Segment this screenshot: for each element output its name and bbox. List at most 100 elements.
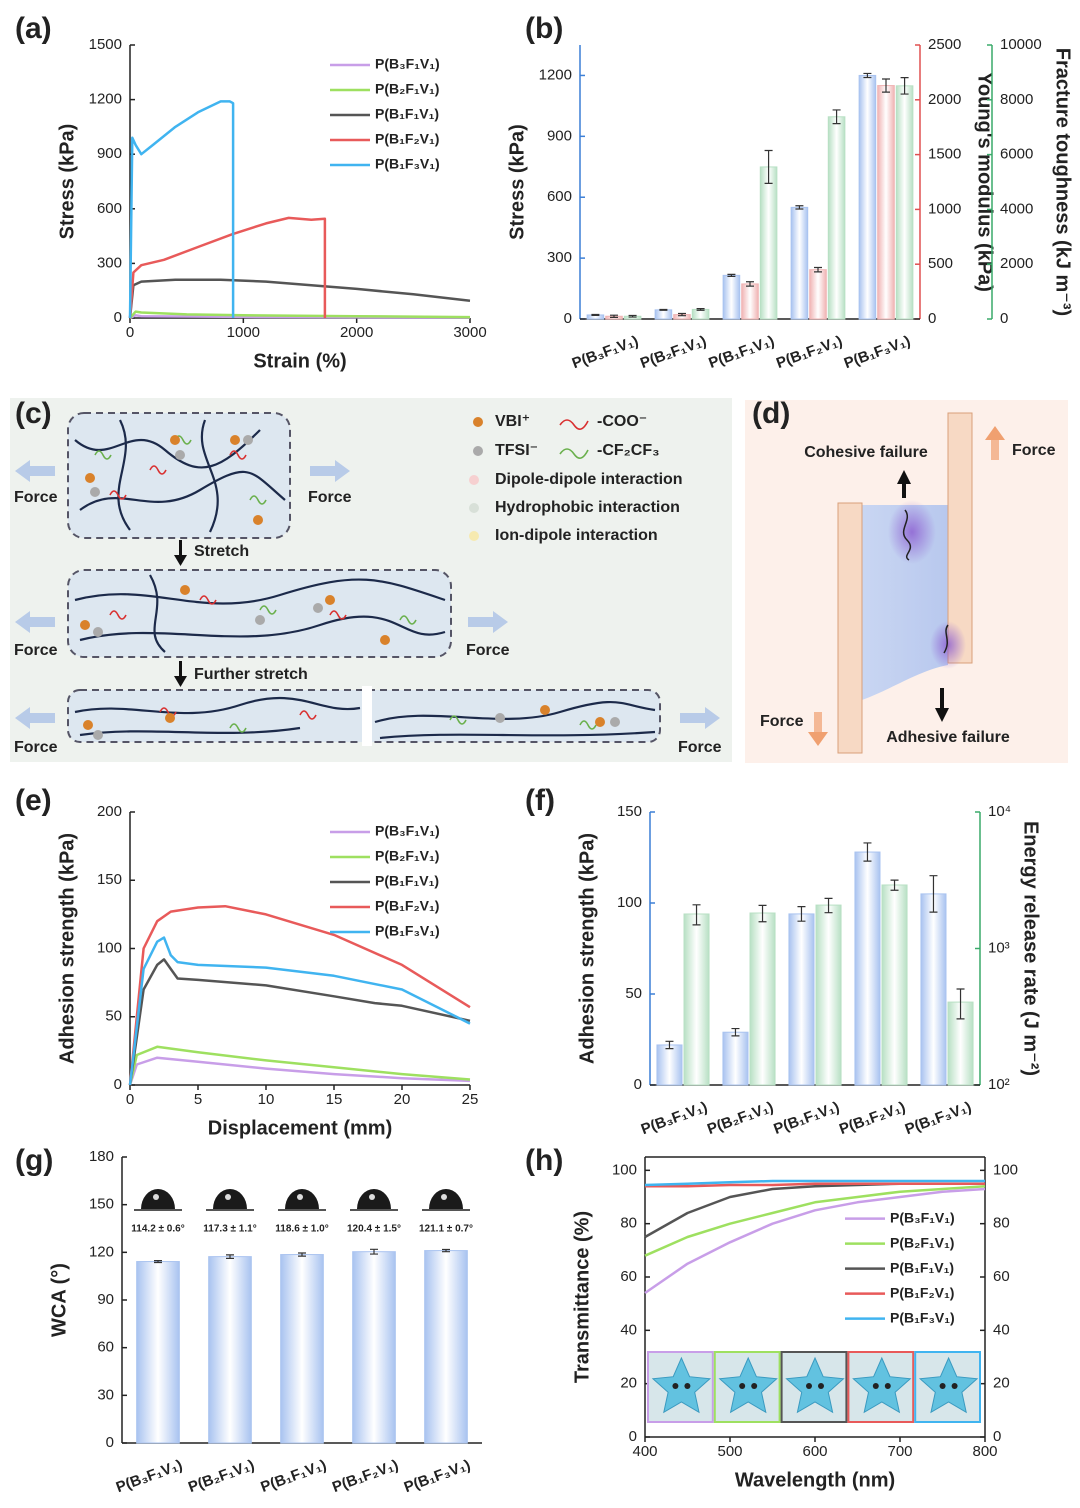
toy-eye bbox=[951, 1383, 958, 1389]
legend-label: P(B₁F₃V₁) bbox=[890, 1309, 955, 1325]
error-bar bbox=[442, 1248, 450, 1253]
data-line bbox=[128, 936, 471, 1086]
legend-label: P(B₂F₁V₁) bbox=[375, 848, 439, 864]
fracture-gap bbox=[362, 686, 372, 746]
legend-text: -COO⁻ bbox=[597, 413, 647, 430]
stretch-arrows bbox=[174, 540, 187, 687]
y3-tick-label: 6000 bbox=[1000, 146, 1033, 163]
y-tick-label: 0 bbox=[564, 310, 572, 327]
toy-eye bbox=[751, 1383, 758, 1389]
x-tick-label: P(B₂F₁V₁) bbox=[705, 1099, 776, 1139]
error-bar bbox=[956, 988, 965, 1020]
panel-label: (g) bbox=[15, 1144, 53, 1177]
force-label: Force bbox=[466, 642, 510, 659]
x-tick-label: 600 bbox=[802, 1443, 827, 1460]
legend-text: Hydrophobic interaction bbox=[495, 499, 680, 516]
x-tick-label: 500 bbox=[717, 1443, 742, 1460]
bar bbox=[722, 1031, 749, 1086]
y-tick-label: 200 bbox=[97, 803, 122, 820]
failure-arrows bbox=[897, 470, 949, 722]
x-tick-label: 15 bbox=[326, 1091, 343, 1108]
x-tick-label: P(B₃F₁V₁) bbox=[570, 333, 641, 373]
substrate bbox=[837, 502, 863, 754]
x-tick-label: P(B₂F₁V₁) bbox=[186, 1457, 257, 1497]
error-bar bbox=[665, 1040, 674, 1050]
value-label: 114.2 ± 0.6° bbox=[131, 1224, 184, 1235]
y-tick-label: 120 bbox=[89, 1243, 114, 1260]
legend-text: TFSI⁻ bbox=[495, 442, 538, 459]
y-tick-label: 20 bbox=[620, 1375, 637, 1392]
legend-label: P(B₂F₁V₁) bbox=[375, 81, 439, 97]
toy-eye bbox=[684, 1383, 691, 1389]
ions bbox=[80, 435, 620, 740]
legend-symbol bbox=[559, 448, 589, 459]
legend-text: -CF₂CF₃ bbox=[597, 442, 660, 459]
panel-label: (e) bbox=[15, 784, 52, 817]
error-bar bbox=[758, 904, 767, 923]
data-line bbox=[128, 904, 471, 1086]
legend-label: P(B₃F₁V₁) bbox=[375, 823, 440, 839]
y-tick-label: 100 bbox=[612, 1161, 637, 1178]
y-tick-label: 150 bbox=[617, 803, 642, 820]
value-label: 117.3 ± 1.1° bbox=[203, 1224, 256, 1235]
polymer-chains bbox=[74, 419, 656, 740]
error-bar bbox=[696, 307, 705, 311]
bar bbox=[809, 269, 827, 320]
legend-label: P(B₁F₁V₁) bbox=[375, 873, 439, 889]
x-tick-label: 2000 bbox=[340, 324, 373, 341]
bar bbox=[854, 851, 881, 1086]
y2-tick-label: 2500 bbox=[928, 36, 961, 53]
y-tick-label: 150 bbox=[97, 871, 122, 888]
error-bar bbox=[628, 314, 637, 318]
panel-label: (b) bbox=[525, 12, 563, 45]
y2-tick-label: 10² bbox=[988, 1076, 1010, 1093]
coo-groups bbox=[109, 450, 347, 720]
y-tick-label: 100 bbox=[97, 939, 122, 956]
y-axis-label: Adhesion strength (kPa) bbox=[56, 833, 78, 1064]
error-bar bbox=[226, 1254, 234, 1259]
y2-tick-label: 0 bbox=[928, 310, 936, 327]
data-line bbox=[644, 1187, 986, 1295]
y-axis-label: Adhesion strength (kPa) bbox=[576, 833, 598, 1064]
panel-label: (c) bbox=[15, 397, 52, 430]
error-bar bbox=[298, 1252, 306, 1257]
y2-tick-label: 1500 bbox=[928, 146, 961, 163]
y3-tick-label: 2000 bbox=[1000, 255, 1033, 272]
y-tick-label: 0 bbox=[629, 1428, 637, 1445]
bar bbox=[749, 912, 776, 1086]
legend-label: P(B₁F₂V₁) bbox=[890, 1284, 954, 1300]
error-bar bbox=[863, 842, 872, 862]
bar bbox=[654, 309, 673, 320]
bar bbox=[352, 1251, 396, 1444]
panel-c: (c) Force Force Force bbox=[10, 397, 732, 762]
legend-label: P(B₁F₁V₁) bbox=[890, 1259, 954, 1275]
star-toy bbox=[785, 1356, 845, 1414]
x-tick-label: 700 bbox=[887, 1443, 912, 1460]
step-label: Further stretch bbox=[194, 666, 308, 683]
bar bbox=[815, 904, 842, 1086]
y2-tick-label: 500 bbox=[928, 255, 953, 272]
data-line bbox=[128, 216, 327, 319]
legend-symbol bbox=[473, 417, 483, 427]
bar bbox=[759, 166, 778, 320]
cf2cf3-groups bbox=[94, 435, 597, 733]
x-tick-label: 5 bbox=[194, 1091, 202, 1108]
toy-eye bbox=[939, 1383, 946, 1389]
failure-zone bbox=[888, 500, 936, 564]
legend-symbol bbox=[469, 503, 479, 513]
x-axis-label: Strain (%) bbox=[253, 350, 346, 372]
bar bbox=[881, 884, 908, 1086]
y-tick-label: 60 bbox=[97, 1339, 114, 1356]
force-arrows bbox=[808, 426, 1005, 746]
y-tick-label: 600 bbox=[547, 188, 572, 205]
x-tick-label: P(B₁F₃V₁) bbox=[842, 333, 913, 373]
legend-label: P(B₃F₁V₁) bbox=[890, 1209, 955, 1225]
y3-tick-label: 8000 bbox=[1000, 91, 1033, 108]
x-tick-label: 25 bbox=[462, 1091, 479, 1108]
toy-eye bbox=[884, 1383, 891, 1389]
y3-tick-label: 0 bbox=[1000, 310, 1008, 327]
y-tick-label: 50 bbox=[105, 1008, 122, 1025]
crack bbox=[943, 624, 949, 654]
x-tick-label: 1000 bbox=[227, 324, 260, 341]
